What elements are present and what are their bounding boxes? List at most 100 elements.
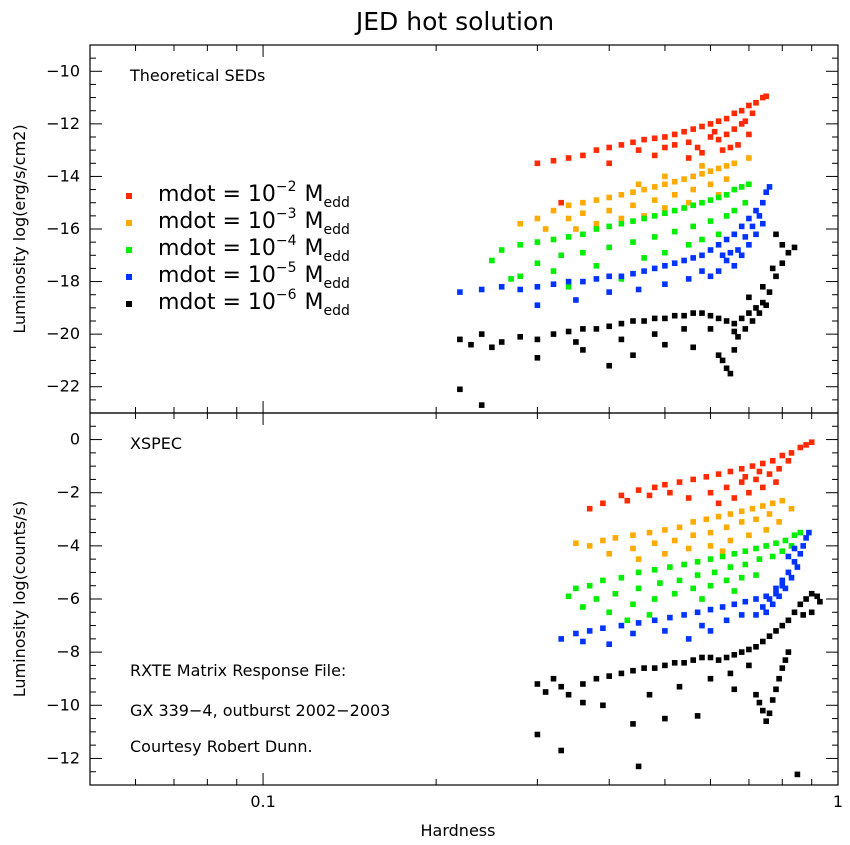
- data-point: [517, 220, 523, 227]
- data-point: [690, 657, 696, 663]
- panel-annotation: GX 339−4, outburst 2002−2003: [130, 701, 390, 720]
- data-point: [727, 537, 734, 544]
- y-tick-label: −10: [46, 695, 80, 714]
- data-point: [565, 593, 572, 600]
- data-point: [676, 524, 683, 531]
- data-point: [565, 328, 572, 335]
- data-point: [769, 601, 776, 608]
- data-point: [800, 543, 806, 549]
- data-point: [773, 479, 779, 485]
- series-5: [457, 231, 798, 408]
- data-point: [760, 220, 766, 227]
- data-point: [738, 574, 745, 581]
- data-point: [760, 484, 766, 491]
- data-point: [753, 572, 759, 578]
- data-point: [788, 574, 795, 581]
- data-point: [782, 537, 789, 544]
- data-point: [651, 331, 658, 337]
- data-point: [763, 302, 769, 308]
- data-point: [723, 176, 730, 182]
- data-point: [782, 585, 789, 592]
- data-point: [651, 567, 658, 573]
- data-point: [641, 136, 647, 143]
- data-point: [651, 152, 658, 159]
- data-point: [727, 468, 734, 475]
- data-point: [797, 601, 804, 608]
- data-point: [657, 580, 663, 586]
- data-point: [457, 386, 463, 393]
- data-point: [763, 527, 769, 533]
- data-point: [715, 315, 722, 322]
- data-point: [707, 197, 714, 203]
- data-point: [746, 215, 752, 222]
- data-point: [593, 596, 600, 602]
- data-point: [593, 263, 600, 269]
- data-point: [676, 479, 683, 485]
- data-point: [676, 577, 683, 584]
- data-point: [630, 721, 636, 727]
- data-point: [753, 596, 759, 602]
- legend-entry: mdot = 10−6 Medd: [158, 287, 350, 319]
- data-point: [671, 660, 678, 666]
- data-point: [606, 160, 612, 167]
- data-point: [719, 548, 726, 554]
- x-tick-label: 0.1: [250, 792, 275, 811]
- data-point: [766, 184, 773, 190]
- data-point: [593, 197, 600, 203]
- data-point: [785, 617, 792, 624]
- data-point: [731, 588, 738, 594]
- data-point: [586, 582, 593, 589]
- data-point: [715, 657, 722, 663]
- data-point: [651, 265, 658, 272]
- legend-entry: mdot = 10−2 Medd: [158, 179, 350, 211]
- data-point: [550, 157, 557, 164]
- data-point: [630, 239, 636, 245]
- data-point: [612, 535, 619, 541]
- data-point: [707, 489, 714, 496]
- data-point: [457, 336, 463, 343]
- data-point: [498, 339, 505, 345]
- data-point: [685, 139, 692, 146]
- legend-swatch: [126, 274, 132, 280]
- data-point: [760, 94, 766, 101]
- data-point: [723, 257, 730, 264]
- data-point: [550, 675, 557, 682]
- data-point: [731, 686, 738, 693]
- data-point: [676, 683, 683, 690]
- data-point: [719, 357, 726, 364]
- data-point: [641, 186, 647, 193]
- data-point: [593, 147, 600, 153]
- data-point: [573, 540, 579, 546]
- data-point: [769, 458, 776, 464]
- data-point: [731, 320, 738, 327]
- data-point: [558, 199, 564, 206]
- data-point: [707, 529, 714, 536]
- data-point: [749, 223, 756, 230]
- data-point: [707, 326, 714, 332]
- y-tick-label: −12: [46, 114, 80, 133]
- data-point: [573, 226, 579, 232]
- data-point: [681, 205, 687, 211]
- data-point: [749, 505, 756, 512]
- data-point: [662, 551, 668, 557]
- data-point: [662, 662, 668, 669]
- data-point: [685, 242, 692, 248]
- panel-annotation: RXTE Matrix Response File:: [130, 661, 346, 680]
- data-point: [662, 181, 668, 188]
- data-point: [797, 551, 804, 557]
- data-point: [534, 215, 541, 222]
- data-point: [773, 590, 779, 597]
- data-point: [630, 189, 636, 195]
- data-point: [766, 596, 773, 602]
- data-point: [753, 516, 759, 523]
- data-point: [776, 675, 782, 682]
- data-point: [699, 163, 705, 169]
- data-point: [773, 540, 779, 546]
- data-point: [630, 601, 636, 608]
- data-point: [580, 347, 586, 353]
- data-point: [766, 511, 773, 517]
- data-point: [756, 556, 763, 562]
- data-point: [685, 199, 692, 206]
- data-point: [593, 326, 600, 332]
